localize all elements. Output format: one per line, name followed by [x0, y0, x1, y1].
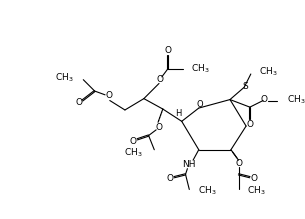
Text: O: O — [250, 174, 257, 183]
Text: O: O — [156, 122, 163, 132]
Text: CH$_3$: CH$_3$ — [247, 184, 266, 197]
Text: O: O — [236, 159, 243, 168]
Text: O: O — [130, 137, 137, 146]
Text: O: O — [75, 98, 82, 107]
Text: CH$_3$: CH$_3$ — [55, 72, 74, 84]
Text: H: H — [175, 109, 181, 118]
Text: CH$_3$: CH$_3$ — [287, 93, 305, 106]
Text: CH$_3$: CH$_3$ — [191, 62, 210, 75]
Text: S: S — [242, 82, 248, 91]
Text: O: O — [260, 95, 267, 104]
Text: CH$_3$: CH$_3$ — [259, 66, 278, 78]
Text: CH$_3$: CH$_3$ — [198, 184, 217, 197]
Text: O: O — [105, 91, 112, 100]
Text: O: O — [164, 46, 171, 55]
Text: O: O — [196, 100, 203, 109]
Text: NH: NH — [183, 160, 196, 169]
Text: O: O — [156, 75, 163, 84]
Text: O: O — [246, 120, 253, 129]
Text: CH$_3$: CH$_3$ — [124, 146, 143, 159]
Text: O: O — [167, 174, 174, 183]
